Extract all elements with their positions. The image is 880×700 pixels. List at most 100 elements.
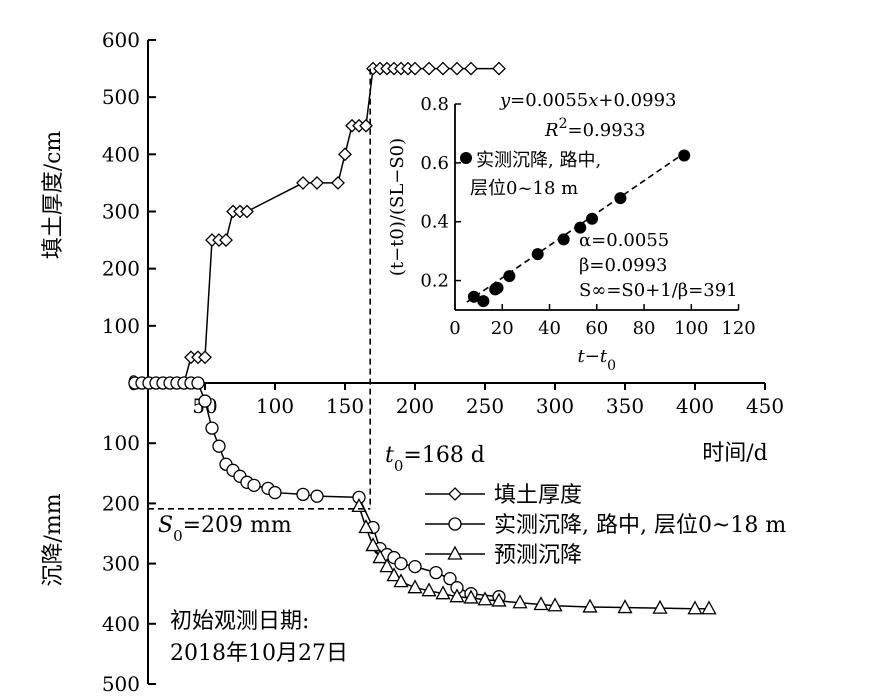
- triangle-marker: [652, 599, 668, 614]
- inset-alpha: α=0.0055: [579, 230, 669, 251]
- legend-label: 预测沉降: [494, 543, 582, 568]
- inset-s-infinity: S∞=S0+1/β=391: [579, 280, 738, 301]
- series-layer: [128, 61, 717, 615]
- diamond-marker: [296, 175, 310, 190]
- circle-marker: [408, 559, 422, 574]
- circle-marker: [394, 556, 408, 571]
- triangle-marker: [687, 600, 703, 615]
- diamond-marker: [331, 175, 345, 190]
- inset-data-point: [531, 248, 544, 261]
- series-circle: [128, 376, 506, 604]
- triangle-marker: [447, 545, 463, 560]
- x-tick-label: 400: [676, 394, 714, 418]
- inset-data-point: [574, 221, 587, 234]
- diamond-marker: [198, 350, 212, 365]
- diamond-marker: [338, 147, 352, 162]
- inset-x-tick-label: 0: [449, 318, 460, 339]
- inset-y-tick-label: 0.6: [420, 153, 449, 174]
- inset-x-axis-label: t−t0: [578, 346, 616, 374]
- inset-data-point: [678, 149, 691, 162]
- y-upper-tick-label: 100: [102, 314, 140, 338]
- inset-data-point: [491, 281, 504, 294]
- circle-marker: [310, 489, 324, 503]
- inset-data-point: [614, 192, 627, 205]
- inset-x-tick-label: 120: [721, 318, 755, 339]
- triangle-marker: [372, 549, 388, 564]
- circle-marker: [191, 376, 205, 390]
- x-axis-label: 时间/d: [702, 441, 768, 466]
- inset-chart: 0 20 40 60 80 100 120 0.2 0.4 0.6 0.8 y=0.0055x+0.0…: [387, 90, 756, 374]
- triangle-marker: [365, 537, 381, 552]
- y-lower-tick-label: 300: [102, 552, 140, 576]
- triangle-marker: [358, 519, 374, 534]
- inset-legend-line1: 实测沉降, 路中,: [476, 150, 601, 171]
- triangle-marker: [617, 599, 633, 614]
- inset-beta: β=0.0993: [579, 255, 667, 276]
- triangle-marker: [491, 592, 507, 607]
- inset-equation: y=0.0055x+0.0993: [499, 90, 676, 111]
- diamond-marker: [464, 61, 478, 76]
- main-tick-labels: 0100200300400500600100200300400500501001…: [102, 28, 784, 696]
- triangle-marker: [407, 579, 423, 594]
- y-lower-tick-label: 400: [102, 612, 140, 636]
- x-tick-label: 200: [396, 394, 434, 418]
- legend-label: 填土厚度: [494, 483, 582, 508]
- triangle-marker: [421, 582, 437, 597]
- diamond-marker: [450, 61, 464, 76]
- y-upper-tick-label: 300: [102, 199, 140, 223]
- triangle-marker: [547, 597, 563, 612]
- inset-legend-marker: [460, 152, 472, 164]
- legend-item: 实测沉降, 路中, 层位0~18 m: [425, 513, 786, 538]
- x-tick-label: 250: [466, 394, 504, 418]
- inset-data-point: [477, 295, 490, 308]
- inset-y-tick-label: 0.8: [420, 94, 449, 115]
- series-triangle: [351, 498, 717, 615]
- main-axes: [147, 38, 766, 685]
- inset-data-point: [467, 290, 480, 303]
- x-tick-label: 300: [536, 394, 574, 418]
- y-lower-axis-label: 沉降/mm: [41, 493, 66, 586]
- circle-marker: [212, 439, 226, 453]
- y-lower-tick-label: 200: [102, 491, 140, 515]
- inset-x-tick-label: 60: [585, 318, 608, 339]
- y-lower-tick-label: 500: [102, 672, 140, 696]
- triangle-marker: [582, 598, 598, 613]
- circle-marker: [296, 487, 310, 502]
- inset-y-tick-label: 0.4: [420, 212, 449, 233]
- circle-marker: [429, 565, 443, 580]
- y-upper-tick-label: 500: [102, 85, 140, 109]
- triangle-marker: [463, 589, 479, 604]
- inset-r2: R2=0.9933: [544, 116, 646, 141]
- y-upper-tick-label: 200: [102, 257, 140, 281]
- inset-data-point: [557, 233, 570, 246]
- diamond-marker: [448, 487, 462, 501]
- inset-x-tick-label: 100: [674, 318, 708, 339]
- triangle-marker: [379, 558, 395, 573]
- diamond-marker: [408, 61, 422, 76]
- inset-y-tick-label: 0.2: [420, 271, 449, 292]
- legend-item: 预测沉降: [425, 543, 582, 568]
- legend-item: 填土厚度: [425, 483, 582, 508]
- inset-data-point: [503, 270, 516, 283]
- y-lower-tick-label: 100: [102, 431, 140, 455]
- legend-label: 实测沉降, 路中, 层位0~18 m: [494, 513, 786, 538]
- s0-annotation: S0=209 mm: [158, 513, 292, 545]
- inset-legend-line2: 层位0~18 m: [470, 178, 578, 199]
- triangle-marker: [533, 596, 549, 611]
- circle-marker: [268, 485, 282, 500]
- triangle-marker: [393, 573, 409, 588]
- x-tick-label: 350: [606, 394, 644, 418]
- inset-x-tick-label: 20: [491, 318, 514, 339]
- y-upper-axis-label: 填土厚度/cm: [41, 131, 66, 260]
- triangle-marker: [512, 594, 528, 609]
- reference-lines: [148, 68, 372, 510]
- x-tick-label: 100: [256, 394, 294, 418]
- diamond-marker: [219, 233, 233, 247]
- inset-x-tick-label: 80: [633, 318, 656, 339]
- x-tick-label: 150: [326, 394, 364, 418]
- triangle-marker: [477, 591, 493, 606]
- triangle-marker: [701, 600, 717, 615]
- diamond-marker: [310, 175, 324, 190]
